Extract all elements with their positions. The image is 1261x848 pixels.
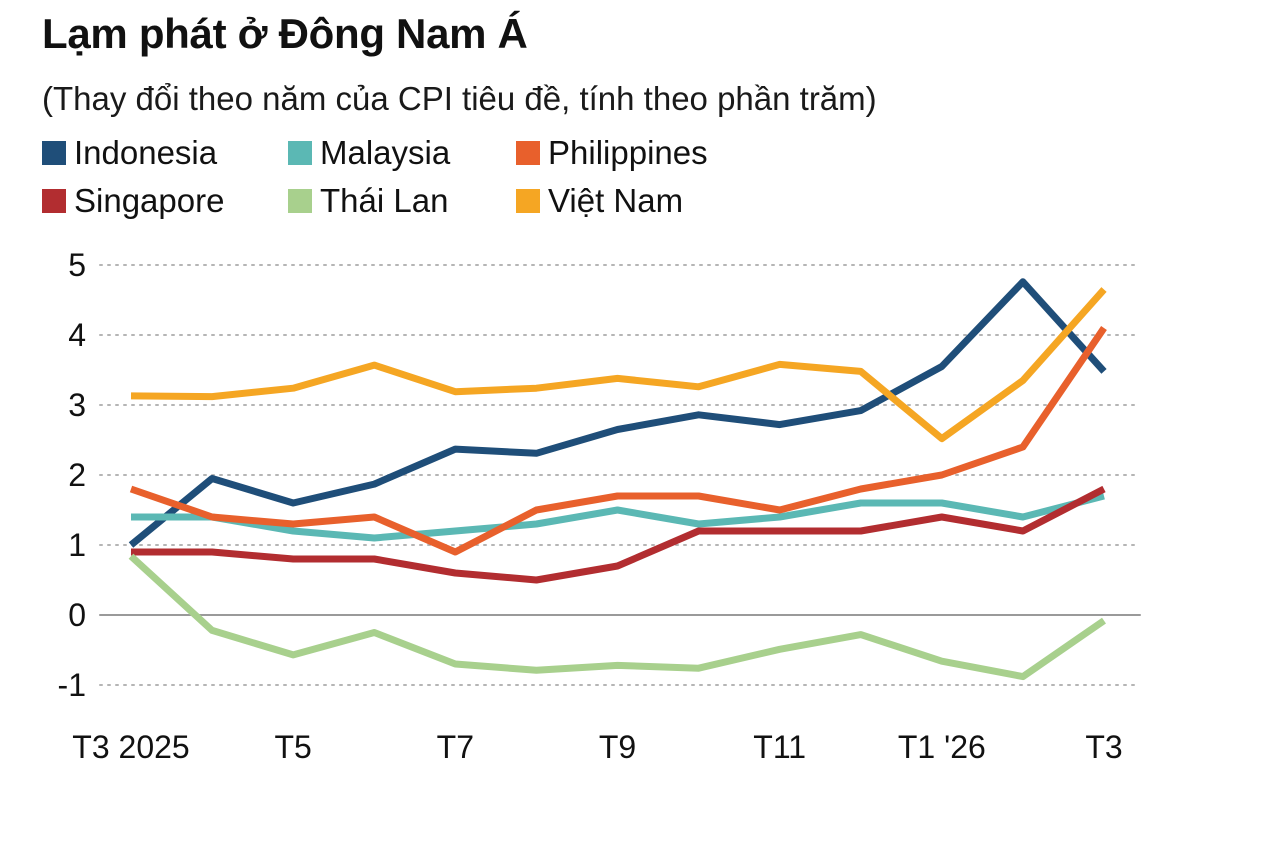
x-tick-label: T11 <box>753 729 806 765</box>
y-tick-label: 1 <box>68 527 86 563</box>
x-tick-label: T1 '26 <box>898 729 986 765</box>
y-tick-label: 3 <box>68 387 86 423</box>
series-line-philippines <box>129 326 1107 556</box>
x-tick-label: T3 <box>1085 729 1122 765</box>
x-tick-label: T3 2025 <box>72 729 189 765</box>
legend-swatch-singapore <box>42 189 66 213</box>
y-tick-label: 0 <box>68 597 86 633</box>
legend-item-thai-lan: Thái Lan <box>288 182 448 220</box>
y-tick-label: 4 <box>68 317 86 353</box>
series-line-singapore <box>131 485 1106 584</box>
legend-swatch-indonesia <box>42 141 66 165</box>
legend-label-indonesia: Indonesia <box>74 134 218 171</box>
y-tick-label: -1 <box>58 667 86 703</box>
legend-swatch-thai-lan <box>288 189 312 213</box>
x-tick-label: T5 <box>274 729 311 765</box>
series-line-viet-nam <box>130 287 1107 443</box>
legend-label-viet-nam: Việt Nam <box>548 182 684 219</box>
legend-item-viet-nam: Việt Nam <box>516 182 683 220</box>
chart-subtitle: (Thay đổi theo năm của CPI tiêu đề, tính… <box>42 80 877 117</box>
series-line-thai-lan <box>128 553 1106 681</box>
legend-swatch-philippines <box>516 141 540 165</box>
legend-swatch-malaysia <box>288 141 312 165</box>
series-line-indonesia <box>128 278 1107 548</box>
legend-item-malaysia: Malaysia <box>288 134 450 172</box>
legend-swatch-viet-nam <box>516 189 540 213</box>
legend-label-malaysia: Malaysia <box>320 134 451 171</box>
series-line-malaysia <box>131 492 1105 542</box>
chart-title: Lạm phát ở Đông Nam Á <box>42 10 528 57</box>
legend-item-philippines: Philippines <box>516 134 708 172</box>
y-tick-label: 2 <box>68 457 86 493</box>
legend-item-singapore: Singapore <box>42 182 224 220</box>
x-tick-label: T9 <box>599 729 636 765</box>
legend-label-thai-lan: Thái Lan <box>320 182 449 219</box>
y-tick-label: 5 <box>68 247 86 283</box>
legend-label-singapore: Singapore <box>74 182 225 219</box>
legend-item-indonesia: Indonesia <box>42 134 217 172</box>
x-tick-label: T7 <box>437 729 474 765</box>
legend-label-philippines: Philippines <box>548 134 708 171</box>
